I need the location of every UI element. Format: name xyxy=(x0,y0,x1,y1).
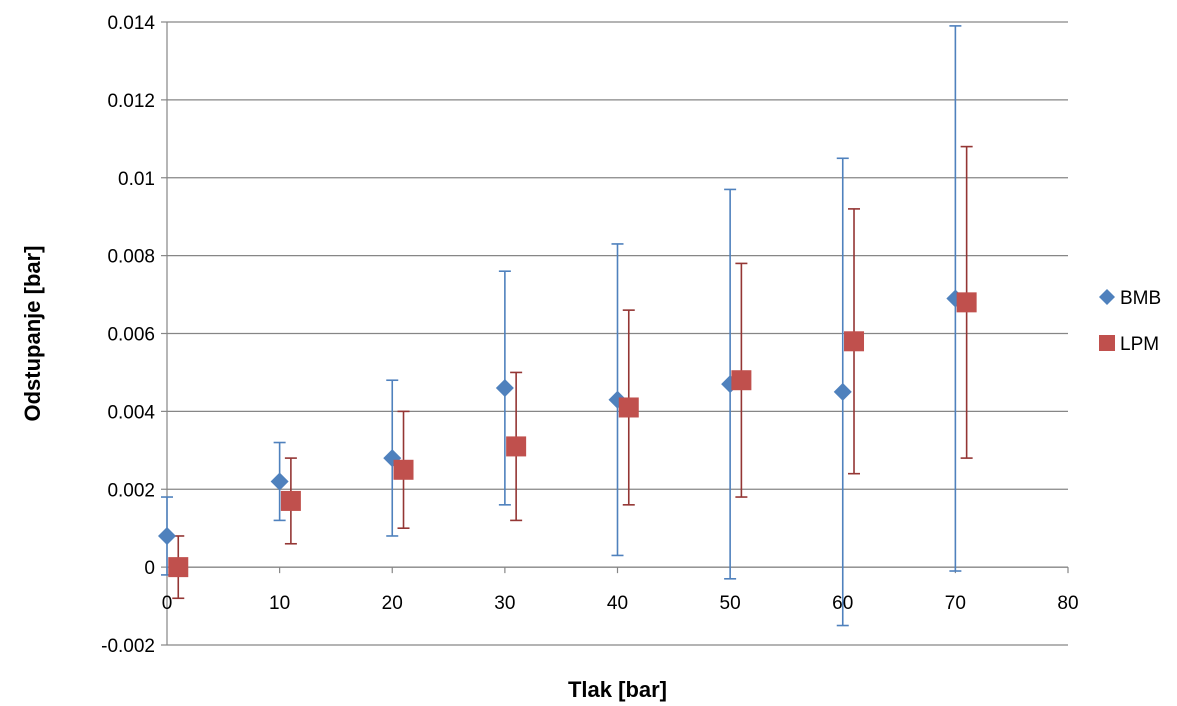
lpm-point xyxy=(168,557,189,578)
x-tick-label: 20 xyxy=(382,593,403,614)
error-bars xyxy=(161,25,973,627)
data-points xyxy=(158,289,977,578)
lpm-point xyxy=(393,459,414,480)
legend-label-lpm: LPM xyxy=(1120,334,1159,355)
y-tick-label: 0.002 xyxy=(107,480,155,501)
x-tick-label: 30 xyxy=(494,593,515,614)
lpm-point xyxy=(731,370,752,391)
bmb-point xyxy=(495,379,514,398)
y-tick-label: 0.01 xyxy=(118,169,155,190)
x-tick-label: 40 xyxy=(607,593,628,614)
legend-label-bmb: BMB xyxy=(1120,288,1161,309)
legend-marker-bmb xyxy=(1099,289,1115,305)
x-tick-label: 80 xyxy=(1057,593,1078,614)
lpm-point xyxy=(506,436,527,457)
legend-marker-lpm xyxy=(1099,335,1115,351)
lpm-point xyxy=(618,397,639,418)
x-tick-label: 0 xyxy=(162,593,173,614)
x-axis-title: Tlak [bar] xyxy=(568,677,667,702)
y-axis-title: Odstupanje [bar] xyxy=(20,245,45,421)
bmb-point xyxy=(158,526,176,545)
lpm-point xyxy=(844,331,865,352)
y-tick-label: 0 xyxy=(144,558,155,579)
x-tick-label: 70 xyxy=(945,593,966,614)
tick-labels: -0.002 0 0.002 0.004 0.006 0.008 0.01 0.012 0.01… xyxy=(101,13,1078,657)
y-tick-label: 0.006 xyxy=(107,325,155,346)
bmb-point xyxy=(270,472,289,491)
y-tick-label: 0.012 xyxy=(107,91,155,112)
y-tick-label: 0.004 xyxy=(107,402,155,423)
lpm-point xyxy=(280,490,301,511)
y-tick-label: 0.008 xyxy=(107,247,155,268)
legend: BMB LPM xyxy=(1099,288,1161,355)
x-tick-label: 10 xyxy=(269,593,290,614)
y-tick-label: -0.002 xyxy=(101,636,155,657)
x-tick-label: 50 xyxy=(720,593,741,614)
bmb-point xyxy=(833,382,852,401)
lpm-point xyxy=(956,292,977,313)
y-tick-label: 0.014 xyxy=(107,13,155,34)
